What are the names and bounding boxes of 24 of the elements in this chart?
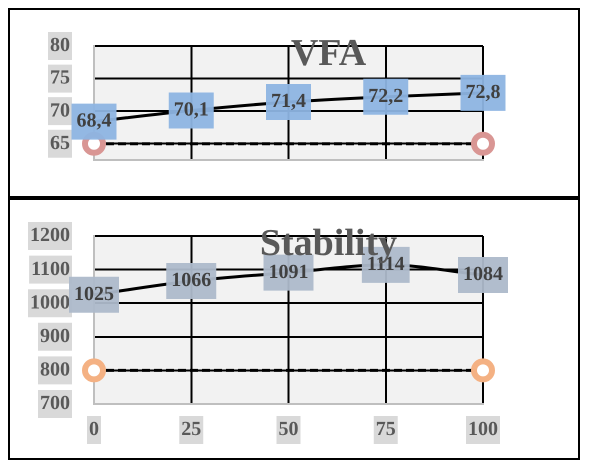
data-label: 1091	[268, 260, 308, 283]
y-tick-label: 70	[50, 99, 70, 122]
data-label: 68,4	[76, 110, 112, 132]
x-tick-label: 100	[468, 418, 498, 440]
data-label: 70,1	[174, 98, 209, 121]
data-label: 1084	[463, 263, 503, 286]
data-label: 71,4	[271, 90, 306, 112]
x-tick-label: 50	[278, 418, 298, 440]
data-label: 72,2	[368, 84, 404, 107]
y-tick-label: 65	[50, 132, 70, 154]
x-tick-label: 75	[376, 418, 396, 440]
y-tick-label: 700	[40, 392, 70, 414]
y-tick-label: 1000	[30, 291, 70, 314]
y-tick-label: 1200	[30, 224, 70, 246]
y-tick-label: 75	[50, 66, 70, 89]
y-tick-label: 900	[40, 324, 70, 347]
y-tick-label: 800	[40, 358, 70, 381]
data-label: 72,8	[466, 81, 500, 104]
data-label: 1025	[74, 282, 114, 305]
x-tick-label: 25	[181, 418, 202, 440]
y-tick-label: 1100	[31, 258, 70, 280]
data-label: 1066	[171, 269, 212, 292]
x-tick-label: 0	[89, 418, 99, 440]
y-tick-label: 80	[50, 34, 70, 56]
